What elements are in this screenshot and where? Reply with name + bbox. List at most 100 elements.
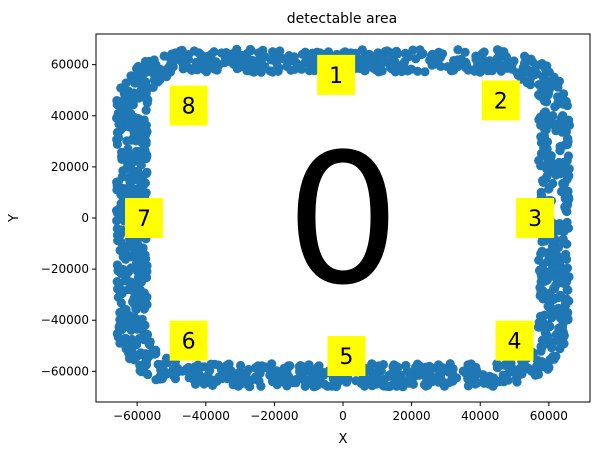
y-tick-label: −60000: [41, 364, 89, 378]
data-point: [540, 61, 550, 71]
data-point: [473, 63, 483, 73]
data-point: [502, 63, 512, 73]
data-point: [334, 374, 344, 384]
data-point: [494, 376, 504, 387]
data-point: [561, 314, 571, 324]
data-point: [260, 363, 270, 373]
data-point: [286, 65, 296, 75]
data-point: [189, 46, 199, 56]
data-point: [543, 301, 553, 311]
data-point: [471, 54, 481, 64]
data-point: [525, 80, 536, 90]
data-point: [537, 357, 547, 367]
data-point: [132, 339, 142, 350]
data-point: [141, 359, 151, 369]
data-point: [327, 381, 337, 391]
data-point: [235, 59, 245, 69]
data-point: [393, 49, 403, 59]
data-point: [542, 97, 552, 107]
data-point: [563, 186, 573, 196]
y-axis-label: Y: [7, 214, 22, 223]
data-point: [112, 230, 123, 240]
y-tick-label: 60000: [51, 58, 89, 72]
data-point: [413, 66, 423, 76]
data-point: [541, 333, 551, 343]
data-point: [367, 59, 377, 70]
data-point: [223, 56, 234, 66]
data-point: [390, 373, 400, 383]
data-point: [275, 46, 285, 56]
data-point: [118, 336, 128, 346]
data-point: [134, 155, 145, 165]
data-point: [121, 344, 131, 354]
data-point: [245, 44, 255, 55]
data-point: [116, 237, 126, 248]
data-point: [557, 117, 567, 127]
data-point: [534, 255, 544, 265]
data-point: [536, 161, 546, 171]
data-point: [112, 224, 122, 234]
x-tick-label: −20000: [250, 409, 298, 423]
data-point: [142, 350, 152, 360]
data-point: [535, 265, 545, 275]
data-point: [402, 366, 412, 376]
data-point: [532, 69, 542, 79]
data-point: [559, 331, 569, 341]
zone-labels: 1 2 3 4 5 6 7 8: [125, 54, 555, 376]
data-point: [156, 70, 166, 80]
data-point: [539, 108, 549, 119]
data-point: [130, 122, 140, 132]
y-tick-label: 20000: [51, 160, 89, 174]
y-tick-label: 0: [81, 211, 89, 225]
data-point: [195, 373, 205, 383]
data-point: [554, 76, 565, 86]
data-point: [555, 146, 565, 156]
data-point: [374, 361, 384, 371]
data-point: [130, 281, 140, 291]
data-point: [555, 164, 565, 174]
data-point: [142, 266, 152, 277]
data-point: [306, 368, 316, 378]
data-point: [130, 90, 140, 100]
data-point: [509, 56, 519, 66]
data-point: [360, 66, 370, 76]
data-point: [141, 125, 151, 135]
data-point: [134, 315, 144, 325]
data-point: [141, 188, 151, 198]
data-point: [143, 369, 153, 380]
data-point: [246, 375, 256, 385]
data-point: [408, 45, 418, 55]
data-point: [284, 51, 294, 61]
data-point: [560, 178, 570, 188]
data-points: [112, 44, 575, 392]
data-point: [460, 366, 470, 376]
data-point: [522, 67, 532, 77]
data-point: [298, 375, 309, 385]
data-point: [561, 298, 571, 308]
data-point: [415, 361, 425, 371]
data-point: [537, 246, 547, 256]
data-point: [149, 55, 159, 65]
data-point: [563, 134, 573, 144]
data-point: [200, 52, 211, 62]
data-point: [132, 241, 142, 251]
data-point: [112, 277, 122, 287]
x-tick-label: −40000: [182, 409, 230, 423]
data-point: [563, 285, 573, 295]
data-point: [445, 359, 455, 369]
data-point: [539, 310, 550, 320]
data-point: [151, 63, 161, 73]
x-axis-label: X: [339, 432, 348, 447]
data-point: [184, 63, 194, 73]
chart-title: detectable area: [287, 11, 397, 27]
zone-2-box: [481, 80, 520, 121]
data-point: [553, 293, 563, 303]
data-point: [209, 64, 220, 74]
data-point: [125, 160, 135, 170]
data-point: [561, 278, 571, 288]
data-point: [228, 380, 238, 390]
data-point: [545, 82, 555, 92]
data-point: [244, 364, 254, 375]
data-point: [140, 178, 150, 188]
